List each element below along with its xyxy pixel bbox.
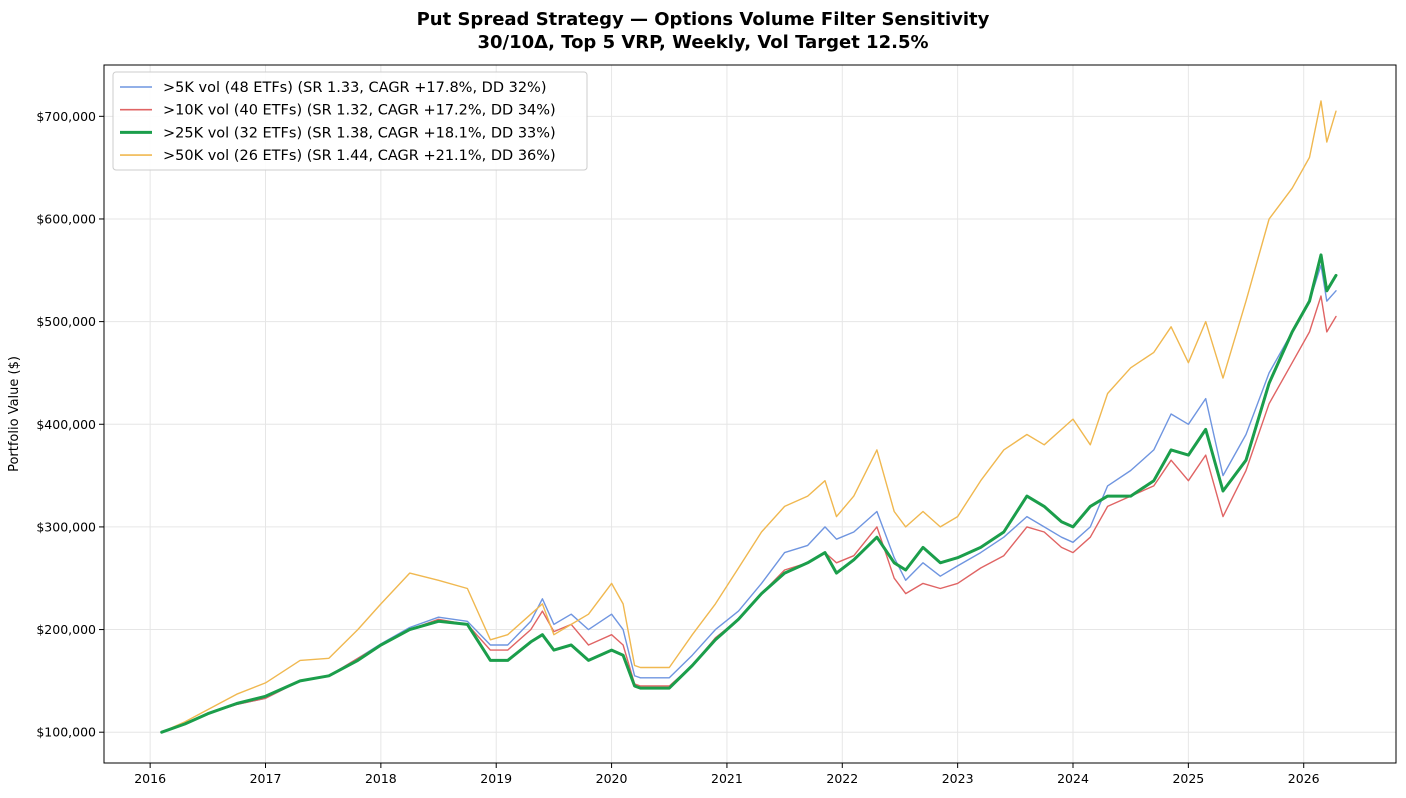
x-tick-label: 2021	[711, 771, 743, 786]
series-line-1	[161, 264, 1337, 733]
x-axis: 2016 2017 2018 2019 2020 2021 2022 2023 2024 2025…	[134, 763, 1320, 786]
x-tick-label: 2018	[365, 771, 397, 786]
x-tick-label: 2016	[134, 771, 166, 786]
x-tick-label: 2019	[480, 771, 512, 786]
legend-label: >50K vol (26 ETFs) (SR 1.44, CAGR +21.1%…	[163, 148, 556, 164]
x-tick-label: 2024	[1057, 771, 1089, 786]
legend-box	[112, 71, 588, 171]
x-tick-label: 2026	[1288, 771, 1320, 786]
x-tick-label: 2023	[942, 771, 974, 786]
series-line-2	[161, 295, 1337, 733]
x-tick-label: 2022	[826, 771, 858, 786]
y-tick-label: $500,000	[36, 314, 96, 329]
chart-title: Put Spread Strategy — Options Volume Fil…	[417, 9, 990, 30]
series-layer	[160, 100, 1338, 734]
x-tick-label: 2017	[250, 771, 282, 786]
y-axis-label: Portfolio Value ($)	[7, 356, 22, 472]
x-tick-label: 2020	[596, 771, 628, 786]
y-tick-label: $700,000	[36, 109, 96, 124]
series-line-4	[161, 100, 1337, 733]
y-tick-label: $300,000	[36, 519, 96, 534]
legend-label: >10K vol (40 ETFs) (SR 1.32, CAGR +17.2%…	[163, 103, 556, 119]
y-tick-label: $400,000	[36, 417, 96, 432]
legend: >5K vol (48 ETFs) (SR 1.33, CAGR +17.8%,…	[112, 71, 588, 171]
y-axis: $100,000 $200,000 $300,000 $400,000 $500,000…	[36, 109, 104, 740]
series-line-3	[160, 253, 1338, 734]
chart-subtitle: 30/10Δ, Top 5 VRP, Weekly, Vol Target 12…	[477, 32, 928, 53]
y-tick-label: $100,000	[36, 725, 96, 740]
legend-label: >5K vol (48 ETFs) (SR 1.33, CAGR +17.8%,…	[163, 80, 547, 96]
plot-frame	[103, 64, 1397, 764]
grid-lines	[104, 65, 1396, 763]
x-tick-label: 2025	[1172, 771, 1204, 786]
y-tick-label: $600,000	[36, 211, 96, 226]
y-tick-label: $200,000	[36, 622, 96, 637]
legend-label: >25K vol (32 ETFs) (SR 1.38, CAGR +18.1%…	[163, 125, 556, 141]
